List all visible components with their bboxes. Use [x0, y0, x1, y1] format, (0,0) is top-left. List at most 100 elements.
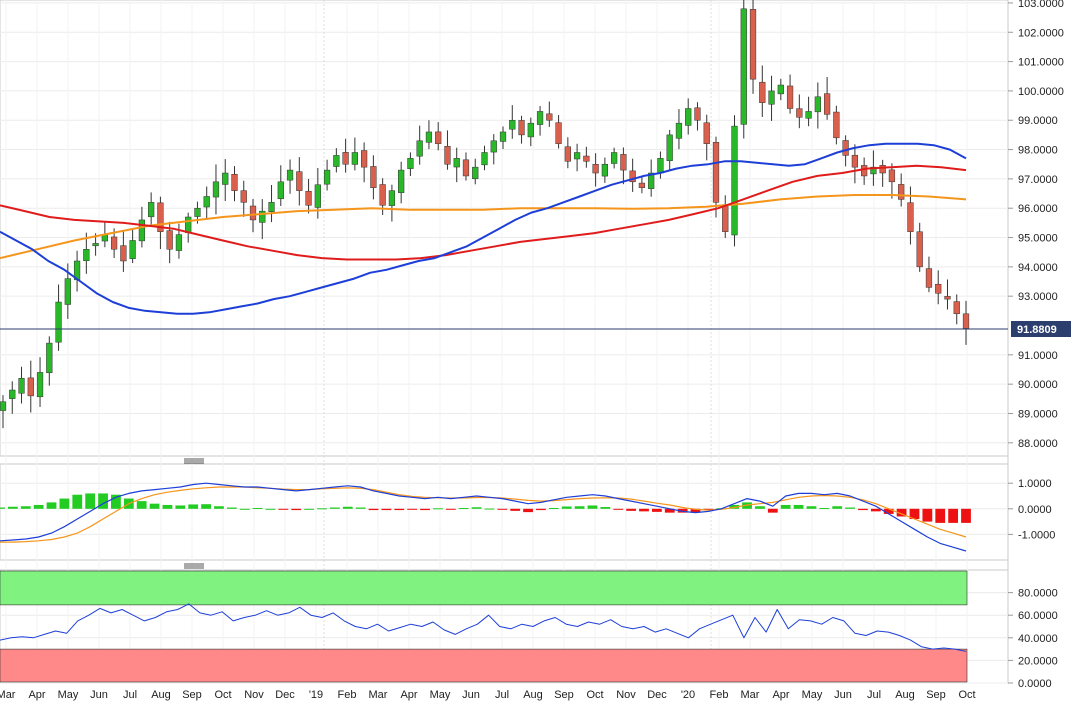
candle-down: [879, 165, 886, 174]
macd-hist-bar-up: [755, 506, 765, 509]
candle-up: [277, 181, 284, 200]
candle-up: [768, 90, 775, 105]
macd-hist-bar-up: [214, 506, 224, 509]
macd-hist-bar-up: [33, 504, 44, 509]
macd-hist-bar-down: [523, 508, 533, 513]
price-tick-label: 102.0000: [1018, 27, 1064, 39]
time-tick-label: Dec: [275, 689, 295, 701]
macd-hist-bar-down: [664, 508, 675, 513]
macd-hist-bar-up: [433, 508, 443, 510]
macd-hist-bar-down: [909, 508, 920, 520]
candle-up: [740, 8, 747, 125]
time-tick-label: Sep: [182, 689, 202, 701]
time-tick-label: May: [802, 689, 823, 701]
macd-hist-bar-up: [317, 508, 327, 510]
rsi-overbought-zone: [0, 570, 968, 606]
time-tick-label: Aug: [895, 689, 915, 701]
time-tick-label: Oct: [586, 689, 603, 701]
candle-up: [185, 216, 192, 233]
candle-up: [129, 240, 136, 259]
macd-hist-bar-up: [252, 508, 263, 510]
last-price-label: 91.8809: [1017, 324, 1057, 336]
candle-down: [240, 190, 247, 203]
time-tick-label: Nov: [244, 689, 264, 701]
time-tick-label: Mar: [369, 689, 388, 701]
macd-hist-bar-up: [471, 507, 482, 509]
candle-up: [814, 96, 821, 113]
time-tick-label: '19: [309, 689, 323, 701]
macd-tick-label: -1.0000: [1018, 529, 1055, 541]
candle-up: [675, 122, 683, 139]
candle-up: [194, 207, 201, 217]
candle-down: [157, 202, 164, 232]
candle-up: [83, 249, 90, 261]
price-tick-label: 93.0000: [1018, 291, 1058, 303]
sma-100-line: [0, 164, 967, 261]
rsi-tick-label: 80.0000: [1018, 588, 1058, 600]
rsi-zones: [0, 570, 968, 683]
time-tick-label: Aug: [151, 689, 171, 701]
macd-tick-label: 1.0000: [1018, 478, 1052, 490]
candle-up: [323, 169, 331, 185]
price-tick-label: 89.0000: [1018, 408, 1058, 420]
macd-hist-bar-up: [832, 506, 843, 509]
candle-up: [601, 163, 608, 177]
rsi-tick-label: 0.0000: [1018, 678, 1052, 690]
candle-down: [379, 184, 386, 206]
candle-down: [120, 245, 127, 262]
macd-hist-bar-down: [626, 508, 637, 511]
candle-down: [962, 313, 970, 329]
candle-up: [490, 140, 497, 153]
macd-hist-bar-down: [407, 508, 418, 510]
candle-up: [259, 210, 266, 223]
panel-resize-handle-0[interactable]: [184, 458, 204, 464]
candle-down: [361, 150, 368, 168]
panel-resize-handle-1[interactable]: [184, 563, 204, 569]
macd-hist-bar-up: [548, 508, 559, 510]
price-tick-label: 95.0000: [1018, 233, 1058, 245]
time-tick-label: Jul: [495, 689, 509, 701]
macd-hist-bar-up: [59, 498, 70, 509]
candle-up: [416, 140, 423, 157]
macd-hist-bar-down: [870, 508, 881, 512]
time-tick-label: Jun: [462, 689, 480, 701]
macd-hist-bar-down: [703, 508, 714, 511]
price-tick-label: 99.0000: [1018, 115, 1058, 127]
macd-hist-bar-down: [394, 508, 405, 511]
candle-up: [212, 181, 220, 198]
price-tick-label: 90.0000: [1018, 379, 1058, 391]
candle-up: [685, 108, 692, 126]
macd-hist-bar-down: [690, 508, 701, 513]
candle-up: [527, 122, 534, 138]
time-tick-label: Oct: [958, 689, 975, 701]
candle-up: [268, 202, 275, 212]
candle-down: [546, 113, 553, 121]
candle-down: [898, 184, 905, 200]
candle-up: [333, 155, 340, 167]
time-tick-label: Apr: [772, 689, 789, 701]
time-tick-label: Mar: [0, 689, 16, 701]
macd-hist-bar-up: [136, 501, 147, 509]
rsi-tick-label: 60.0000: [1018, 610, 1058, 622]
macd-tick-label: 0.0000: [1018, 504, 1052, 516]
candle-down: [370, 166, 377, 188]
candle-up: [536, 111, 544, 125]
candle-down: [916, 231, 923, 268]
panel-resize-handles[interactable]: [184, 458, 204, 569]
candle-up: [148, 202, 155, 218]
macd-hist-bar-up: [329, 507, 340, 509]
grid-lines: [0, 0, 1008, 684]
candle-down: [435, 131, 442, 144]
candle-up: [657, 158, 664, 174]
macd-hist-bar-down: [536, 508, 546, 511]
candle-down: [833, 111, 840, 139]
price-tick-label: 98.0000: [1018, 145, 1058, 157]
macd-hist-bar-down: [510, 508, 521, 511]
rsi-oversold-zone: [0, 648, 968, 683]
candle-down: [620, 154, 627, 171]
macd-hist-bar-down: [639, 508, 649, 512]
macd-hist-bar-down: [420, 508, 430, 511]
candle-down: [722, 204, 729, 232]
macd-hist-bar-down: [948, 508, 959, 523]
